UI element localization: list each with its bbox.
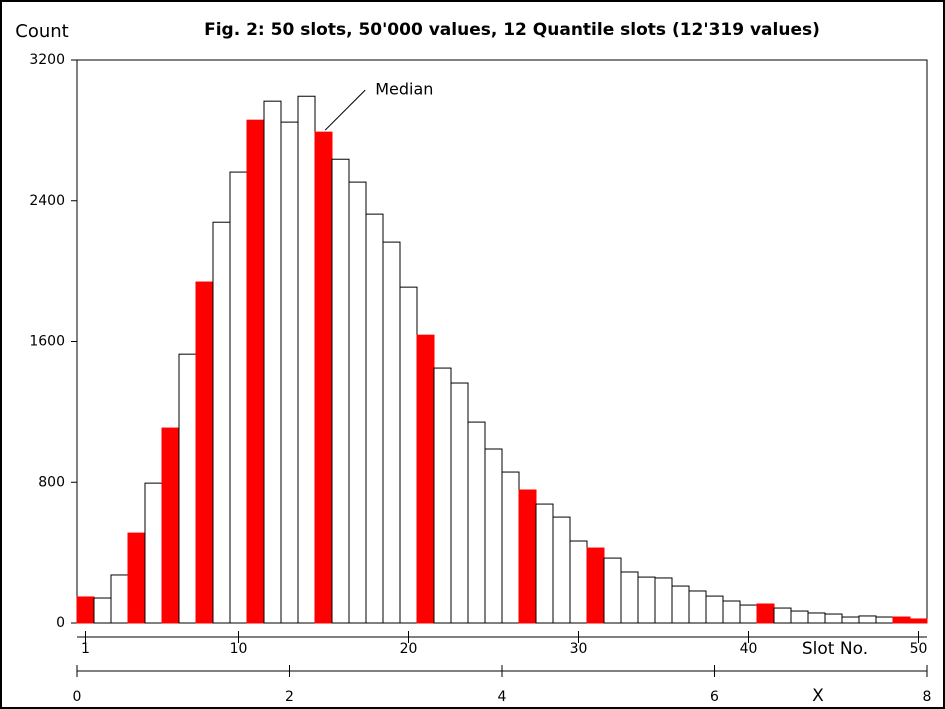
bar bbox=[331, 158, 350, 624]
bar bbox=[144, 482, 163, 624]
bar bbox=[450, 382, 469, 624]
bar bbox=[365, 213, 384, 624]
y-tick-label: 2400 bbox=[29, 193, 65, 209]
x2-axis-label: X bbox=[812, 686, 824, 706]
x-tick-label: 1 bbox=[81, 641, 90, 657]
x2-tick-label: 8 bbox=[923, 689, 932, 705]
x2-tick-label: 4 bbox=[498, 689, 507, 705]
bar bbox=[501, 471, 520, 624]
bar bbox=[467, 421, 486, 624]
x-tick-label: 10 bbox=[230, 641, 248, 657]
quantile-bar bbox=[909, 618, 928, 624]
bar bbox=[569, 540, 588, 624]
bar bbox=[654, 577, 673, 624]
y-tick-label: 3200 bbox=[29, 52, 65, 68]
bar bbox=[824, 613, 843, 624]
quantile-bar bbox=[76, 596, 95, 624]
x2-tick-label: 6 bbox=[710, 689, 719, 705]
quantile-bar bbox=[416, 334, 435, 624]
x-tick-label: 40 bbox=[740, 641, 758, 657]
bar bbox=[705, 595, 724, 624]
bar bbox=[858, 615, 877, 624]
y-tick-label: 800 bbox=[38, 474, 65, 490]
bar bbox=[348, 181, 367, 624]
bar bbox=[399, 286, 418, 624]
quantile-bar bbox=[518, 489, 537, 624]
bar bbox=[603, 557, 622, 624]
bar bbox=[637, 576, 656, 624]
bar bbox=[807, 612, 826, 624]
bar bbox=[722, 600, 741, 624]
quantile-bar bbox=[161, 427, 180, 624]
quantile-bar bbox=[314, 131, 333, 624]
bar bbox=[110, 574, 129, 624]
quantile-bar bbox=[195, 281, 214, 624]
bar bbox=[263, 100, 282, 624]
quantile-bar bbox=[246, 119, 265, 624]
bar bbox=[382, 241, 401, 624]
bar bbox=[93, 597, 112, 624]
quantile-bar bbox=[892, 616, 911, 624]
quantile-bar bbox=[127, 532, 146, 624]
bar bbox=[671, 585, 690, 624]
chart-title: Fig. 2: 50 slots, 50'000 values, 12 Quan… bbox=[204, 20, 820, 40]
bar bbox=[790, 610, 809, 624]
quantile-bar bbox=[756, 603, 775, 624]
bar bbox=[620, 571, 639, 624]
bar bbox=[229, 171, 248, 624]
x-axis-label: Slot No. bbox=[802, 639, 868, 659]
bar bbox=[484, 448, 503, 624]
bar bbox=[535, 503, 554, 624]
bar bbox=[297, 95, 316, 624]
bar bbox=[433, 367, 452, 624]
bar bbox=[280, 121, 299, 624]
bar bbox=[688, 590, 707, 624]
bar bbox=[841, 616, 860, 624]
x-tick-label: 50 bbox=[910, 641, 928, 657]
bar bbox=[212, 221, 231, 624]
annotation: Median bbox=[375, 80, 433, 99]
y-tick-label: 0 bbox=[56, 615, 65, 631]
quantile-bar bbox=[586, 547, 605, 624]
bar bbox=[178, 353, 197, 624]
y-tick-label: 1600 bbox=[29, 334, 65, 350]
x-tick-label: 30 bbox=[570, 641, 588, 657]
bar bbox=[552, 516, 571, 624]
x-tick-label: 20 bbox=[400, 641, 418, 657]
bar bbox=[739, 604, 758, 624]
y-axis-label: Count bbox=[15, 21, 68, 42]
bar bbox=[875, 616, 894, 624]
x2-tick-label: 0 bbox=[73, 689, 82, 705]
x2-tick-label: 2 bbox=[285, 689, 294, 705]
bar bbox=[773, 607, 792, 624]
annotation-line bbox=[324, 89, 366, 131]
